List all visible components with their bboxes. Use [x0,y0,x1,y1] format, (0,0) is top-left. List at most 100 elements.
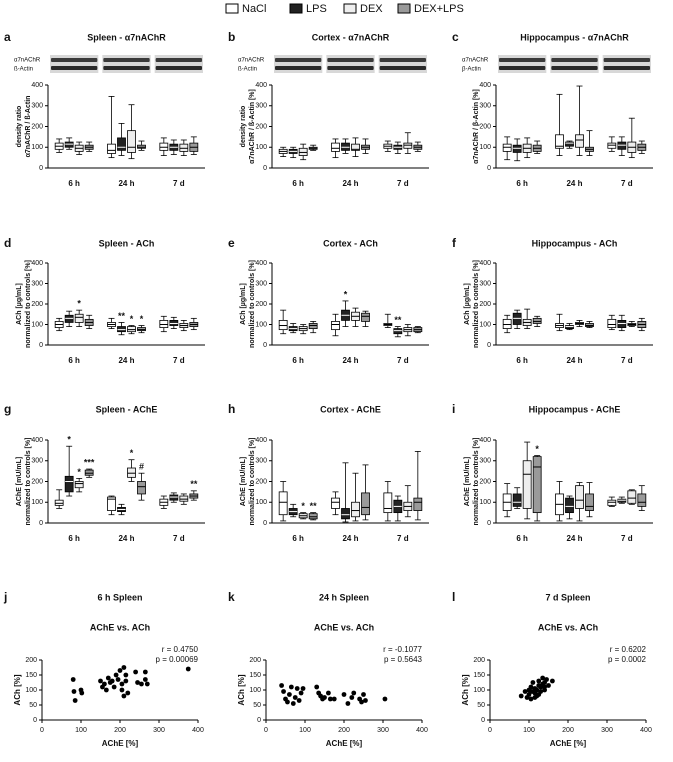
legend-swatch [225,3,239,14]
box [169,494,179,501]
blot-bg [326,55,375,73]
data-point [142,669,148,675]
y-tick-label: 0 [487,165,491,172]
x-tick-label: 6 h [68,534,80,543]
data-point [382,696,388,702]
x-tick-label: 6 h [516,179,528,188]
x-tick-label: 300 [153,727,165,734]
x-tick-label: 7 d [173,534,185,543]
y-axis-label: density ratio [240,106,247,148]
box [522,460,532,509]
box [617,141,627,150]
y-tick-label: 400 [479,437,491,444]
data-point [119,687,125,693]
blot-band [551,58,598,62]
legend-swatch [343,3,357,14]
legend-label: DEX [360,3,383,15]
x-tick-label: 24 h [342,179,358,188]
data-point [349,695,355,700]
x-tick-label: 6 h [68,356,80,365]
box [637,493,647,507]
box [278,491,288,516]
blot-band [155,58,202,62]
x-tick-label: 7 d [621,356,633,365]
box [341,508,350,520]
data-point [518,693,524,699]
x-tick-label: 7 d [397,179,409,188]
panel-title: Cortex - ACh [323,238,378,248]
panel-title: Hippocampus - AChE [529,404,621,414]
x-tick-label: 24 h [342,534,358,543]
blot-band [379,58,426,62]
x-tick-label: 6 h [292,179,304,188]
x-tick-label: 24 h [566,179,582,188]
x-tick-label: 0 [488,727,492,734]
box [565,141,574,147]
data-point [331,696,337,702]
data-point [133,669,139,675]
x-tick-label: 400 [192,727,204,734]
x-tick-label: 24 h [566,356,582,365]
x-tick-label: 24 h [118,179,134,188]
y-tick-label: 300 [31,103,43,110]
significance-label: * [67,435,71,445]
y-axis-label: ACh [%] [237,674,246,705]
box [298,147,308,156]
legend-label: LPS [306,3,327,15]
y-tick-label: 300 [31,458,43,465]
y-tick-label: 300 [255,280,267,287]
x-tick-label: 7 d [173,356,185,365]
blot-bg [602,55,651,73]
data-point [359,699,364,705]
box [159,142,169,151]
y-tick-label: 100 [255,499,267,506]
box [413,497,423,511]
blot-band [327,66,374,70]
significance-label: ** [190,479,198,489]
box [117,137,126,151]
data-point [534,687,540,693]
significance-label: ** [310,501,318,511]
panel-title: 7 d Spleen [545,592,590,602]
y-tick-label: 100 [479,144,491,151]
blot-band [155,66,202,70]
legend-swatch [289,3,303,14]
box [607,318,617,328]
data-point [144,681,150,687]
data-point [345,701,351,706]
box [585,493,594,511]
y-tick-label: 100 [249,687,261,694]
data-point [98,678,103,684]
data-point [327,696,333,702]
panel-subtitle: AChE vs. ACh [538,622,598,632]
significance-label: * [344,289,348,299]
box [127,467,136,478]
data-point [115,677,121,682]
panel-title: Hippocampus - ACh [532,238,618,248]
x-tick-label: 300 [601,727,613,734]
y-tick-label: 100 [255,144,267,151]
y-axis-label: α7nAChR / β-Actin [%] [473,89,480,164]
box [351,143,360,151]
data-point [540,675,546,681]
box [361,312,370,322]
data-point [142,677,148,682]
data-point [113,672,119,678]
x-tick-label: 400 [640,727,652,734]
y-tick-label: 200 [25,657,37,664]
annotation: p = 0.5643 [384,655,423,664]
data-point [528,684,534,690]
blot-bg [378,55,427,73]
panel-title: Spleen - ACh [99,238,155,248]
panel-letter: b [228,30,235,44]
data-point [79,690,85,696]
y-tick-label: 400 [31,82,43,89]
x-tick-label: 100 [299,727,311,734]
y-tick-label: 0 [33,717,37,724]
box [532,456,542,514]
data-point [351,690,357,696]
x-tick-label: 400 [416,727,428,734]
blot-bg [274,55,323,73]
data-point [121,665,127,670]
box [107,143,116,154]
